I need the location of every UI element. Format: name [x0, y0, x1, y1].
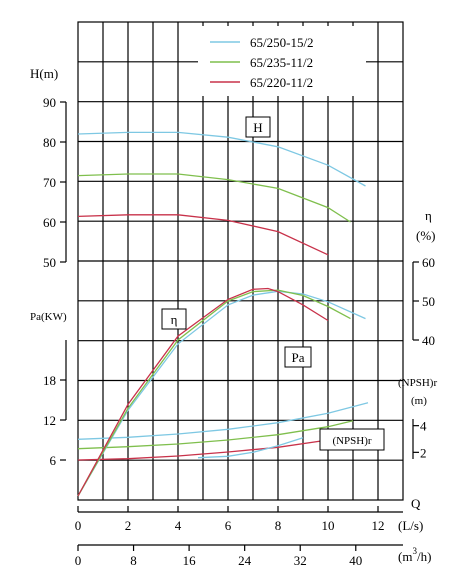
head-axis-label: H(m) — [30, 66, 58, 81]
power-tick-label: 18 — [43, 373, 56, 388]
power-tick-label: 12 — [43, 413, 56, 428]
npsh-tick-label: 2 — [420, 445, 427, 460]
performance-curves — [77, 131, 369, 497]
head-tick-label: 80 — [43, 135, 56, 150]
power-curve-series-3 — [77, 439, 329, 461]
flow-axis-m3h-ticks: 0 8 16 24 32 40 — [75, 545, 362, 568]
head-axis-ticks: 90 80 70 60 50 — [43, 95, 66, 270]
flow-axis-m3h-unit: (m3/h) — [398, 546, 431, 564]
flow-axis-ls-unit: (L/s) — [398, 518, 423, 533]
flow-ls-tick-label: 10 — [322, 518, 335, 533]
npsh-curve-series-1 — [197, 437, 304, 459]
flow-axis-m3h-unit-sup: 3 — [412, 546, 417, 556]
efficiency-curve-series-2 — [77, 289, 351, 497]
efficiency-tag: η — [171, 312, 178, 327]
head-curve-series-1 — [77, 131, 366, 187]
flow-ls-tick-label: 8 — [275, 518, 282, 533]
efficiency-axis-ticks: 60 50 40 — [413, 255, 435, 348]
legend-label-series-3: 65/220-11/2 — [250, 75, 313, 90]
flow-axis-m3h: 0 8 16 24 32 40 (m3/h) — [75, 544, 431, 568]
flow-m3h-tick-label: 40 — [349, 553, 362, 568]
flow-ls-tick-label: 6 — [225, 518, 232, 533]
head-tick-label: 60 — [43, 215, 56, 230]
efficiency-tag-box — [161, 308, 187, 330]
flow-axis-ls: 0 2 4 6 8 10 12 Q (L/s) — [75, 496, 424, 533]
head-tag: H — [253, 120, 262, 135]
power-curve-series-2 — [77, 420, 354, 450]
head-axis: H(m) 90 80 70 60 50 — [30, 66, 67, 270]
flow-axis-symbol: Q — [411, 496, 421, 511]
flow-m3h-tick-label: 0 — [75, 553, 82, 568]
efficiency-axis-symbol: η — [425, 208, 432, 223]
power-axis-ticks: 18 12 6 — [43, 373, 66, 468]
power-axis: Pa(KW) 18 12 6 — [30, 311, 67, 468]
flow-m3h-tick-label: 8 — [130, 553, 137, 568]
head-curve-series-3 — [77, 214, 329, 256]
flow-axis-m3h-unit-text: (m — [398, 549, 412, 564]
flow-ls-tick-label: 12 — [372, 518, 385, 533]
npsh-axis-unit: (m) — [411, 395, 427, 407]
flow-m3h-tick-label: 24 — [238, 553, 252, 568]
head-tick-label: 50 — [43, 255, 56, 270]
legend-label-series-1: 65/250-15/2 — [250, 35, 314, 50]
npsh-axis: (NPSH)r (m) 42 — [398, 377, 437, 460]
legend: 65/250-15/2 65/235-11/2 65/220-11/2 — [198, 26, 366, 96]
efficiency-axis-unit: (%) — [416, 228, 436, 243]
legend-background — [198, 26, 366, 96]
flow-ls-tick-label: 0 — [75, 518, 82, 533]
head-tick-label: 90 — [43, 95, 56, 110]
head-curve-series-2 — [77, 173, 351, 223]
power-tag: Pa — [292, 350, 305, 365]
efficiency-tick-label: 40 — [422, 333, 435, 348]
npsh-tag-box — [319, 428, 385, 451]
npsh-axis-ticks: 42 — [413, 419, 427, 460]
npsh-tick-label: 4 — [420, 419, 427, 434]
npsh-tag: (NPSH)r — [332, 435, 371, 447]
panel-tags: H η Pa (NPSH)r — [161, 116, 385, 451]
efficiency-tick-label: 50 — [422, 294, 435, 309]
power-tag-box — [284, 346, 312, 368]
flow-m3h-tick-label: 16 — [183, 553, 197, 568]
efficiency-curve-series-3 — [77, 287, 329, 497]
head-tick-label: 70 — [43, 175, 56, 190]
power-axis-label: Pa(KW) — [30, 311, 67, 323]
efficiency-axis: η (%) 60 50 40 — [412, 208, 436, 348]
efficiency-curve-series-1 — [77, 290, 366, 497]
flow-ls-tick-label: 2 — [125, 518, 132, 533]
legend-label-series-2: 65/235-11/2 — [250, 55, 313, 70]
flow-axis-m3h-unit-tail: /h) — [417, 549, 431, 564]
power-tick-label: 6 — [50, 453, 57, 468]
flow-m3h-tick-label: 32 — [294, 553, 307, 568]
efficiency-tick-label: 60 — [422, 255, 435, 270]
flow-ls-tick-label: 4 — [175, 518, 182, 533]
power-curve-series-1 — [77, 402, 369, 440]
head-tag-box — [245, 116, 271, 138]
flow-axis-ls-ticks: 0 2 4 6 8 10 12 — [75, 506, 385, 533]
npsh-axis-label: (NPSH)r — [398, 377, 437, 389]
